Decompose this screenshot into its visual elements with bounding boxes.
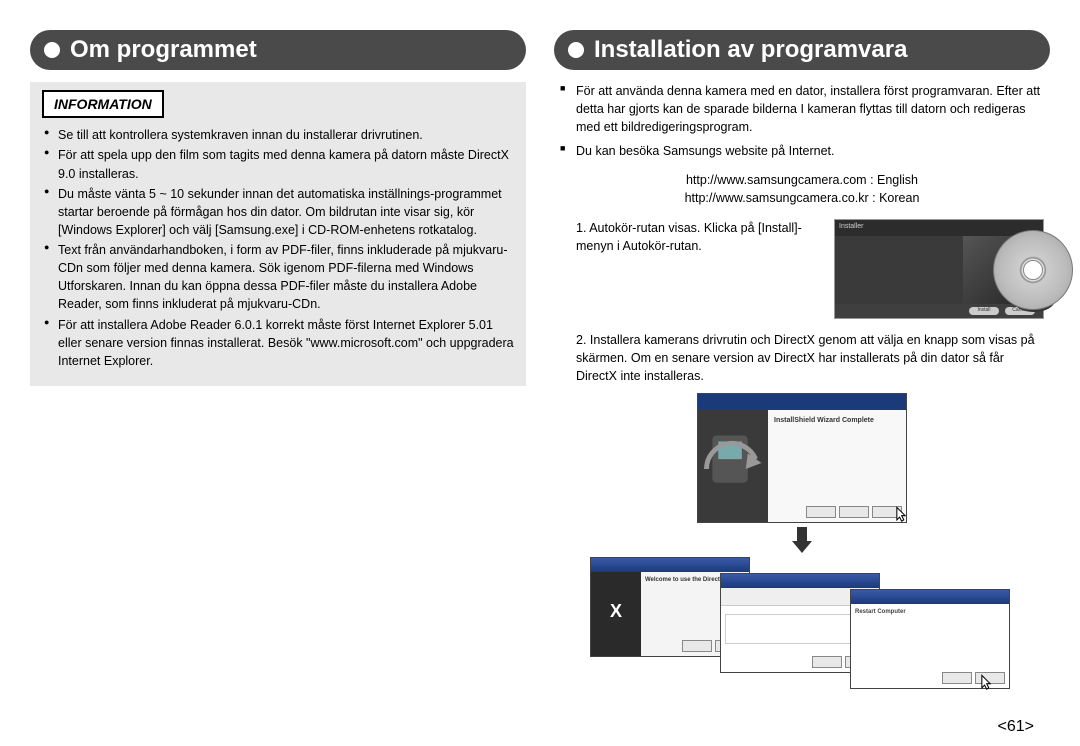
wizard-complete-title: InstallShield Wizard Complete [774,416,900,426]
wizard-area: InstallShield Wizard Complete [560,393,1044,707]
left-column: Om programmet INFORMATION Se till att ko… [30,30,526,707]
url-korean: http://www.samsungcamera.co.kr : Korean [560,189,1044,207]
cursor-icon [979,674,993,692]
information-box: INFORMATION Se till att kontrollera syst… [30,82,526,386]
window-button [812,656,842,668]
directx-graphic: X [591,572,641,656]
autorun-body [835,236,963,304]
step2-text: 2. Installera kamerans drivrutin och Dir… [560,331,1044,385]
autorun-screenshot: Installer Install Cancel [834,219,1044,319]
window-titlebar [591,558,749,572]
step1-text: 1. Autokör-rutan visas. Klicka på [Insta… [560,219,820,255]
intro-item: Du kan besöka Samsungs website på Intern… [576,142,1044,160]
wizard-right-panel: InstallShield Wizard Complete [768,410,906,522]
right-body: För att använda denna kamera med en dato… [554,82,1050,707]
intro-item: För att använda denna kamera med en dato… [576,82,1044,136]
info-item: Text från användarhandboken, i form av P… [58,241,514,314]
cd-icon [993,230,1073,310]
url-english: http://www.samsungcamera.com : English [560,171,1044,189]
cursor-icon [894,506,908,524]
url-block: http://www.samsungcamera.com : English h… [560,171,1044,207]
info-item: För att installera Adobe Reader 6.0.1 ko… [58,316,514,370]
wizard-complete-window: InstallShield Wizard Complete [697,393,907,523]
wizard-button [806,506,836,518]
intro-list: För att använda denna kamera med en dato… [560,82,1044,161]
window-button [682,640,712,652]
restart-title: Restart Computer [855,608,1005,616]
autorun-footer: Install Cancel [835,304,1043,318]
right-header: Installation av programvara [554,30,1050,70]
information-label: INFORMATION [42,90,164,118]
window-button [942,672,972,684]
window-titlebar [721,574,879,588]
arrow-down-icon [792,527,812,553]
directx-window-3: Restart Computer [850,589,1010,689]
wizard-titlebar [698,394,906,410]
page-number: <61> [998,718,1034,736]
information-list: Se till att kontrollera systemkraven inn… [42,126,514,370]
step1-row: 1. Autokör-rutan visas. Klicka på [Insta… [560,219,1044,319]
window-titlebar [851,590,1009,604]
wizard-left-graphic [698,410,768,522]
directx-windows: X Welcome to use the DirectX [560,557,1044,707]
info-item: Se till att kontrollera systemkraven inn… [58,126,514,144]
step2-content: 2. Installera kamerans drivrutin och Dir… [576,333,1035,383]
autorun-title: Installer [835,220,1043,236]
info-item: För att spela upp den film som tagits me… [58,146,514,182]
right-column: Installation av programvara För att anvä… [554,30,1050,707]
step1-content: 1. Autokör-rutan visas. Klicka på [Insta… [576,221,802,253]
info-item: Du måste vänta 5 ~ 10 sekunder innan det… [58,185,514,239]
window-body: Restart Computer [851,604,1009,620]
left-header: Om programmet [30,30,526,70]
wizard-button [839,506,869,518]
wizard-buttons [806,506,902,518]
install-button-icon: Install [969,307,999,315]
